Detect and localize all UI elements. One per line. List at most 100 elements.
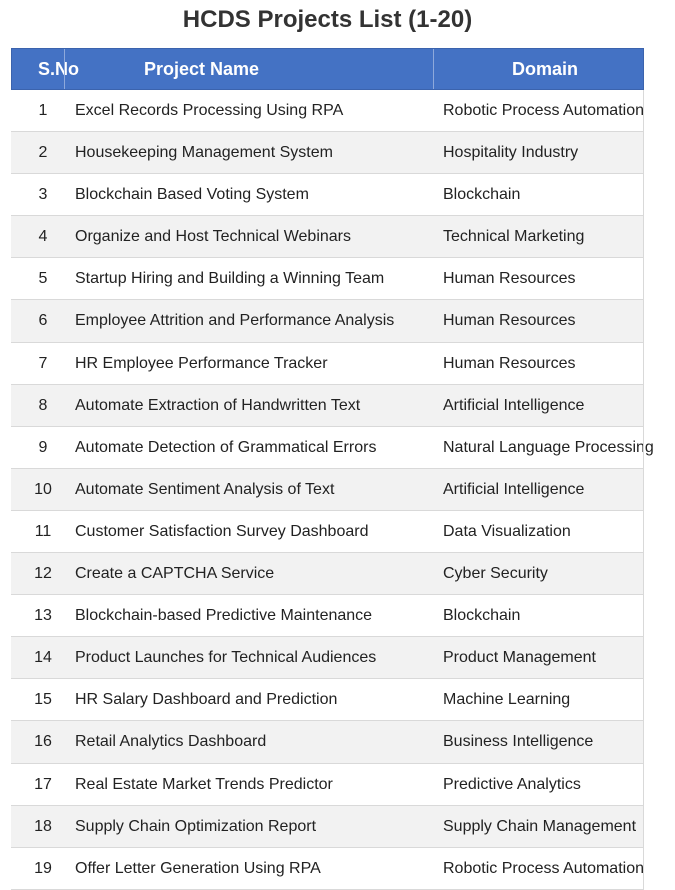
cell-domain: Machine Learning: [443, 691, 571, 709]
cell-project-name: Create a CAPTCHA Service: [75, 565, 275, 583]
row-border: [643, 805, 644, 847]
row-border: [643, 258, 644, 300]
row-border: [643, 595, 644, 637]
cell-sno: 19: [34, 859, 52, 877]
table-row: 17 Real Estate Market Trends Predictor Pre…: [11, 763, 644, 806]
row-border: [643, 174, 644, 216]
cell-domain: Supply Chain Management: [443, 817, 637, 835]
cell-project-name: Organize and Host Technical Webinars: [75, 228, 351, 246]
row-border: [643, 553, 644, 595]
cell-project-name: Blockchain Based Voting System: [75, 186, 309, 204]
cell-project-name: Excel Records Processing Using RPA: [75, 102, 344, 119]
table-row: 16 Retail Analytics Dashboard Business Int…: [11, 721, 644, 764]
cell-domain: Technical Marketing: [443, 228, 585, 246]
table-header: S.No Project Name Domain: [11, 48, 644, 90]
cell-domain: Blockchain: [443, 607, 521, 625]
cell-domain: Blockchain: [443, 186, 521, 204]
cell-project-name: Customer Satisfaction Survey Dashboard: [75, 522, 369, 540]
cell-project-name: Automate Sentiment Analysis of Text: [75, 480, 335, 498]
cell-domain: Predictive Analytics: [443, 775, 581, 793]
table-row: 8 Automate Extraction of Handwritten Text…: [11, 384, 644, 427]
row-border: [643, 132, 644, 174]
cell-project-name: Real Estate Market Trends Predictor: [75, 775, 333, 793]
row-border: [643, 510, 644, 553]
row-border: [643, 468, 644, 510]
cell-project-name: HR Salary Dashboard and Prediction: [75, 691, 338, 709]
cell-domain: Business Intelligence: [443, 733, 594, 751]
header-domain: Domain: [512, 59, 579, 79]
cell-sno: 15: [34, 691, 52, 709]
cell-sno: 3: [38, 186, 48, 204]
cell-sno: 2: [38, 144, 48, 162]
row-border: [643, 847, 644, 889]
table-row: 3 Blockchain Based Voting System Blockchai…: [11, 174, 644, 217]
cell-sno: 5: [38, 270, 48, 288]
table-row: 6 Employee Attrition and Performance Anal…: [11, 300, 644, 343]
cell-sno: 16: [34, 733, 52, 751]
row-border: [643, 216, 644, 258]
cell-project-name: Startup Hiring and Building a Winning Te…: [75, 270, 385, 288]
table-row: 2 Housekeeping Management System Hospitali…: [11, 132, 644, 175]
cell-sno: 9: [38, 438, 48, 456]
table-row: 13 Blockchain-based Predictive Maintenanc…: [11, 595, 644, 638]
cell-domain: Data Visualization: [443, 522, 571, 540]
projects-table: S.No Project Name Domain 1 Excel Records …: [11, 48, 654, 890]
cell-sno: 12: [34, 565, 52, 583]
table-row: 7 HR Employee Performance Tracker Human Re…: [11, 342, 644, 385]
cell-sno: 10: [34, 480, 52, 498]
cell-project-name: Employee Attrition and Performance Analy…: [75, 312, 395, 330]
table-body: 1 Excel Records Processing Using RPA Robot…: [11, 90, 654, 890]
table-row: 15 HR Salary Dashboard and Prediction Mach…: [11, 679, 644, 722]
cell-domain: Human Resources: [443, 270, 576, 288]
table-row: 19 Offer Letter Generation Using RPA Robot…: [11, 847, 644, 890]
cell-project-name: Automate Detection of Grammatical Errors: [75, 438, 377, 456]
row-border: [643, 300, 644, 342]
row-border: [643, 342, 644, 384]
row-border: [643, 426, 644, 468]
cell-project-name: HR Employee Performance Tracker: [75, 354, 328, 372]
cell-project-name: Automate Extraction of Handwritten Text: [75, 396, 361, 414]
cell-project-name: Supply Chain Optimization Report: [75, 817, 317, 835]
table-row: 4 Organize and Host Technical Webinars Tec…: [11, 216, 644, 259]
cell-project-name: Offer Letter Generation Using RPA: [75, 859, 321, 877]
cell-domain: Natural Language Processing: [443, 438, 654, 456]
cell-domain: Robotic Process Automation: [443, 102, 644, 119]
row-border: [643, 721, 644, 763]
cell-sno: 14: [34, 649, 52, 667]
table-row: 18 Supply Chain Optimization Report Supply…: [11, 805, 644, 848]
cell-project-name: Housekeeping Management System: [75, 144, 333, 162]
cell-sno: 17: [34, 775, 52, 793]
row-border: [643, 90, 644, 132]
cell-project-name: Blockchain-based Predictive Maintenance: [75, 607, 373, 625]
cell-domain: Product Management: [443, 649, 596, 667]
cell-sno: 6: [38, 312, 48, 330]
cell-sno: 7: [38, 354, 48, 372]
table-row: 12 Create a CAPTCHA Service Cyber Security: [11, 553, 644, 596]
header-divider: [64, 49, 65, 89]
header-sno: S.No: [38, 59, 80, 79]
table-row: 9 Automate Detection of Grammatical Error…: [11, 426, 654, 469]
row-border: [643, 763, 644, 805]
row-border: [643, 637, 644, 679]
header-divider: [433, 49, 434, 89]
cell-sno: 18: [34, 817, 52, 835]
cell-domain: Artificial Intelligence: [443, 480, 585, 498]
table-row: 10 Automate Sentiment Analysis of Text Art…: [11, 468, 644, 511]
page-title: HCDS Projects List (1-20): [182, 6, 473, 33]
cell-domain: Hospitality Industry: [443, 144, 579, 162]
cell-project-name: Product Launches for Technical Audiences: [75, 649, 377, 667]
cell-sno: 1: [38, 102, 48, 119]
cell-domain: Robotic Process Automation: [443, 859, 644, 877]
header-project-name: Project Name: [144, 59, 260, 79]
cell-sno: 8: [38, 396, 48, 414]
table-row: 5 Startup Hiring and Building a Winning T…: [11, 258, 644, 301]
cell-sno: 11: [34, 522, 52, 540]
cell-sno: 4: [38, 228, 48, 246]
cell-domain: Human Resources: [443, 312, 576, 330]
cell-sno: 13: [34, 607, 52, 625]
table-row: 1 Excel Records Processing Using RPA Robot…: [11, 90, 644, 133]
row-border: [643, 679, 644, 721]
cell-project-name: Retail Analytics Dashboard: [75, 733, 267, 751]
cell-domain: Human Resources: [443, 354, 576, 372]
row-border: [643, 384, 644, 426]
